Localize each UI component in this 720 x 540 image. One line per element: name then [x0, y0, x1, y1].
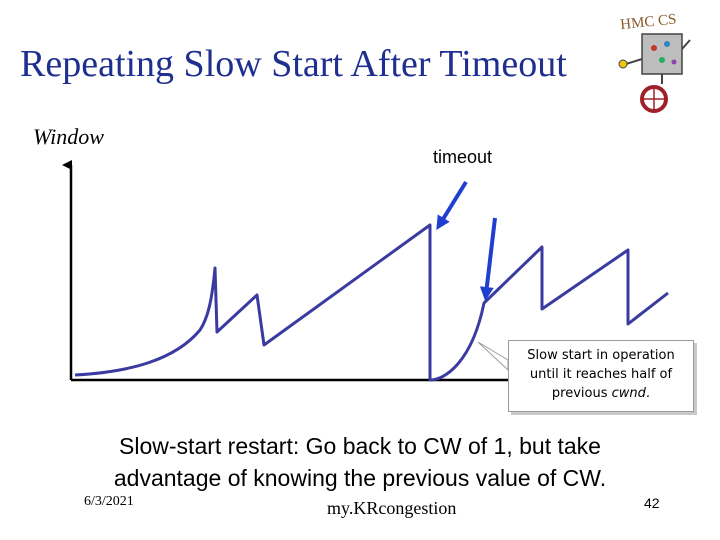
slide-title: Repeating Slow Start After Timeout [20, 43, 567, 85]
callout-line-2: until it reaches half of [529, 367, 673, 382]
logo-text: HMC CS [620, 11, 678, 33]
page-number: 42 [644, 495, 660, 511]
footer-title: my.KRcongestion [327, 498, 457, 518]
callout-line-3: previous cwnd. [551, 386, 651, 401]
timeout-arrow-right [479, 217, 497, 301]
caption-line-2: advantage of knowing the previous value … [113, 465, 607, 491]
hmc-cs-robot-logo-icon: HMC CS [618, 11, 691, 113]
callout-line-1: Slow start in operation [527, 348, 675, 363]
timeout-arrow-left [436, 180, 468, 230]
window-axis-label: Window [33, 124, 104, 149]
window-size-curve [74, 223, 669, 382]
callout-pointer [477, 341, 509, 372]
slide-caption: Slow-start restart: Go back to CW of 1, … [60, 430, 660, 494]
slow-start-callout: Slow start in operation until it reaches… [508, 340, 694, 412]
caption-line-1: Slow-start restart: Go back to CW of 1, … [119, 433, 601, 459]
timeout-label: timeout [433, 147, 493, 167]
footer-date: 6/3/2021 [84, 494, 134, 509]
